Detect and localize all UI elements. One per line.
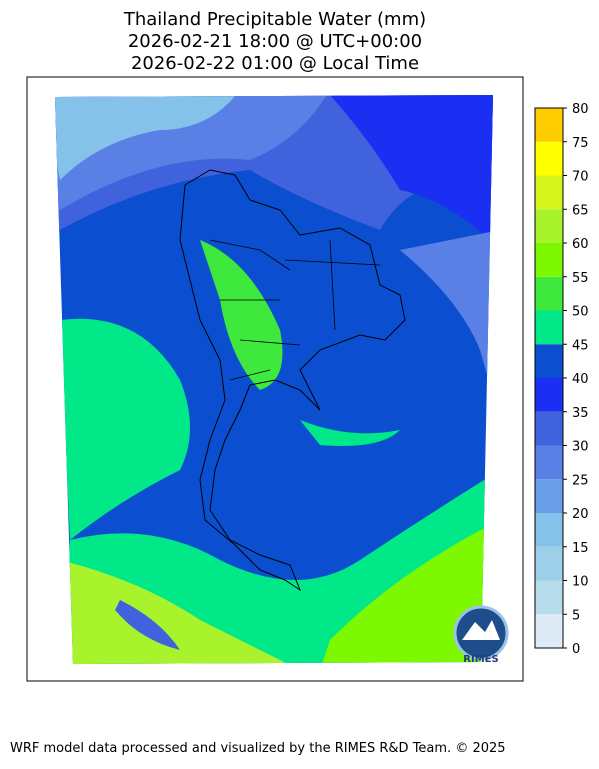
colorbar-segment [535,243,563,277]
title-line: Thailand Precipitable Water (mm) [123,9,426,30]
title-line: 2026-02-22 01:00 @ Local Time [131,53,419,74]
colorbar-tick-label: 75 [572,136,589,151]
map: RIMES [26,76,524,682]
colorbar-tick-label: 20 [572,507,589,522]
colorbar-segment [535,546,563,581]
colorbar-tick-label: 50 [572,305,589,320]
colorbar-tick-label: 5 [572,608,580,623]
colorbar-tick-label: 45 [572,338,589,353]
colorbar-tick-label: 40 [572,372,589,387]
colorbar-segment [535,411,563,446]
colorbar-tick-label: 30 [572,440,589,455]
colorbar: 0 5 10 15 20 25 30 35 40 45 50 55 60 65 70 75 80 [534,102,589,657]
colorbar-tick-label: 65 [572,203,589,218]
colorbar-segment [535,479,563,513]
colorbar-tick-label: 25 [572,473,589,488]
colorbar-tick-label: 70 [572,170,589,185]
colorbar-segment [535,614,563,648]
footer: WRF model data processed and visualized … [10,741,506,756]
colorbar-tick-label: 10 [572,575,589,590]
colorbar-segment [535,276,563,311]
colorbar-tick-label: 15 [572,541,589,556]
colorbar-tick-label: 35 [572,406,589,421]
colorbar-tick-label: 80 [572,102,589,117]
colorbar-segment [535,175,563,210]
logo-text: RIMES [463,654,498,665]
colorbar-segment [535,445,563,480]
colorbar-segment [535,310,563,345]
colorbar-segment [535,344,563,378]
colorbar-tick-label: 0 [572,642,580,657]
colorbar-tick-label: 60 [572,237,589,252]
colorbar-segment [535,580,563,615]
colorbar-tick-label: 55 [572,271,589,286]
colorbar-segment [535,378,563,412]
colorbar-segment [535,141,563,176]
title-line: 2026-02-21 18:00 @ UTC+00:00 [128,31,422,52]
colorbar-segment [535,513,563,547]
colorbar-segment [535,209,563,243]
colorbar-segment [535,108,563,142]
